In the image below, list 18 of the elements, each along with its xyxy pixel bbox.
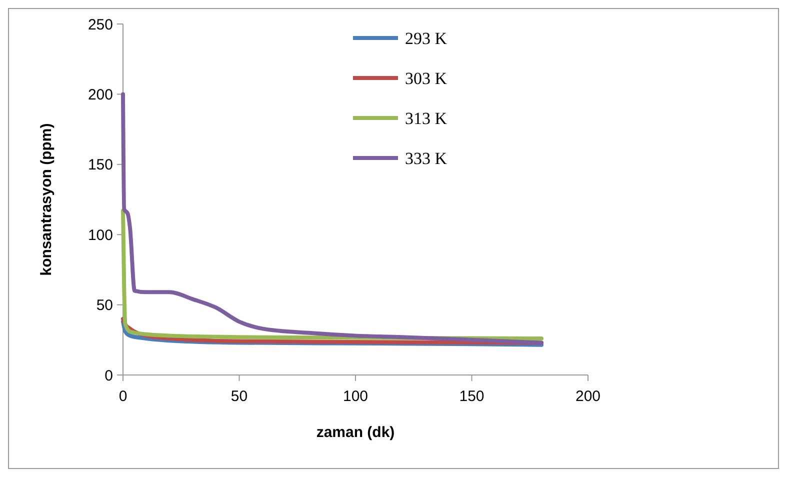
x-tick-label: 50 [230,388,248,405]
y-axis-title: konsantrasyon (ppm) [38,123,55,276]
x-tick-label: 150 [459,388,484,405]
legend-label: 303 K [405,68,448,88]
y-tick-label: 250 [88,16,113,34]
x-tick-label: 0 [118,388,128,405]
legend-label: 293 K [405,28,448,48]
y-tick-label: 100 [88,226,113,244]
legend-label: 313 K [405,108,448,128]
y-tick-label: 0 [104,367,113,384]
x-tick-label: 100 [342,388,368,405]
line-series [121,92,544,345]
legend-label: 333 K [405,148,448,168]
y-tick-label: 200 [88,86,113,104]
y-tick-label: 150 [88,156,113,174]
x-axis-title: zaman (dk) [316,424,395,441]
x-tick-label: 200 [575,388,601,405]
y-tick-label: 50 [96,297,113,314]
